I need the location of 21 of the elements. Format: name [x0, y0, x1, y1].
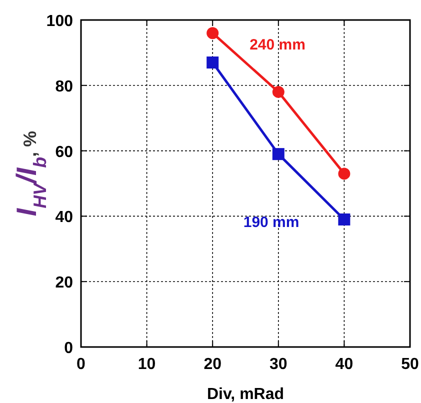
point [272, 86, 284, 98]
x-tick-label: 0 [76, 356, 86, 373]
x-tick-label: 50 [401, 356, 419, 373]
y-tick-label: 80 [55, 78, 74, 96]
point [206, 27, 219, 40]
x-tick-label: 30 [270, 356, 288, 373]
point [338, 213, 350, 226]
point [338, 168, 350, 180]
x-tick-label: 40 [335, 356, 354, 373]
x-tick-label: 10 [138, 356, 156, 373]
x-axis-title: Div, mRad [206, 386, 284, 403]
y-tick-label: 60 [55, 144, 74, 161]
y-tick-label: 0 [64, 340, 74, 357]
series-label: 190 mm [243, 214, 300, 231]
y-tick-label: 100 [46, 13, 74, 30]
x-tick-label: 20 [204, 356, 222, 373]
point [206, 56, 219, 69]
y-tick-label: 40 [55, 209, 74, 226]
point [272, 148, 284, 160]
y-tick-label: 20 [55, 274, 74, 292]
series-label: 240 mm [250, 36, 306, 54]
